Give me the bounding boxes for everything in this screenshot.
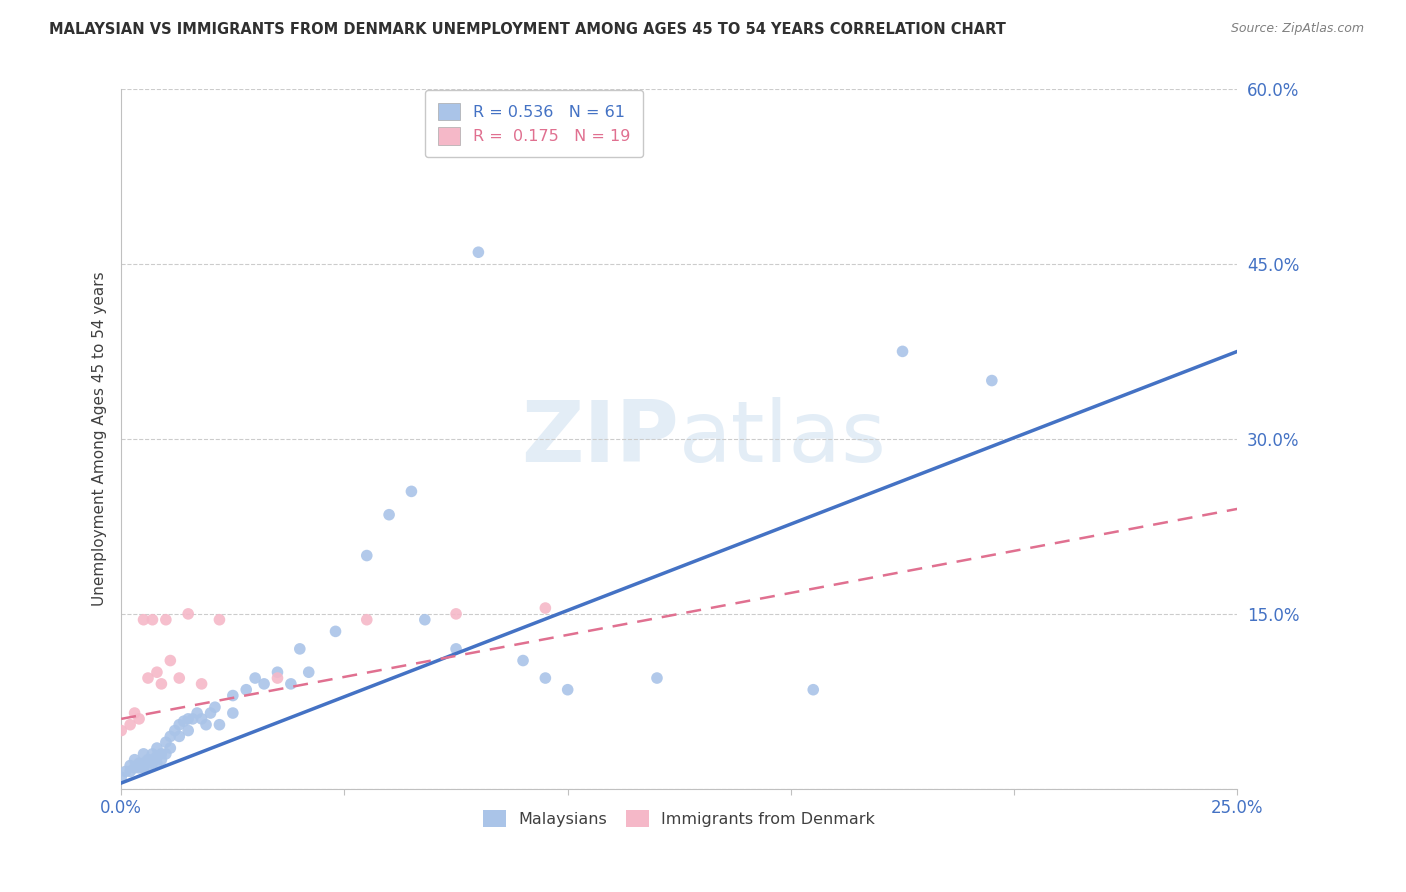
Point <box>325 624 347 639</box>
Point <box>167 671 190 685</box>
Point <box>124 761 146 775</box>
Point <box>110 723 132 738</box>
Point <box>114 764 136 779</box>
Point <box>128 712 150 726</box>
Point <box>266 671 288 685</box>
Point <box>173 714 195 729</box>
Point <box>177 712 200 726</box>
Point <box>120 764 142 779</box>
Point <box>980 374 1002 388</box>
Point <box>177 607 200 621</box>
Point <box>444 607 467 621</box>
Point <box>280 677 302 691</box>
Point <box>150 677 173 691</box>
Point <box>298 665 321 680</box>
Point <box>128 756 150 771</box>
Y-axis label: Unemployment Among Ages 45 to 54 years: Unemployment Among Ages 45 to 54 years <box>93 271 107 607</box>
Point <box>141 613 163 627</box>
Point <box>378 508 401 522</box>
Point <box>195 717 218 731</box>
Point <box>159 730 181 744</box>
Legend: Malaysians, Immigrants from Denmark: Malaysians, Immigrants from Denmark <box>477 803 882 833</box>
Point <box>128 761 150 775</box>
Point <box>146 741 169 756</box>
Point <box>146 665 169 680</box>
Point <box>557 682 579 697</box>
Point <box>146 749 169 764</box>
Point <box>163 723 186 738</box>
Point <box>356 613 378 627</box>
Point <box>159 741 181 756</box>
Point <box>132 761 155 775</box>
Point <box>136 761 159 775</box>
Point <box>155 613 177 627</box>
Point <box>356 549 378 563</box>
Point <box>167 730 190 744</box>
Point <box>120 717 142 731</box>
Point <box>190 712 212 726</box>
Point <box>141 753 163 767</box>
Point <box>243 671 266 685</box>
Point <box>645 671 668 685</box>
Point <box>891 344 914 359</box>
Point <box>167 717 190 731</box>
Point <box>222 706 245 720</box>
Point <box>235 682 257 697</box>
Point <box>288 641 311 656</box>
Point <box>132 756 155 771</box>
Point <box>208 613 231 627</box>
Point <box>124 753 146 767</box>
Point <box>146 756 169 771</box>
Point <box>186 706 208 720</box>
Point <box>204 700 226 714</box>
Point <box>155 735 177 749</box>
Point <box>132 613 155 627</box>
Point <box>141 747 163 761</box>
Point <box>534 671 557 685</box>
Point <box>190 677 212 691</box>
Point <box>208 717 231 731</box>
Point <box>222 689 245 703</box>
Point <box>253 677 276 691</box>
Point <box>177 723 200 738</box>
Text: atlas: atlas <box>679 398 887 481</box>
Point <box>401 484 423 499</box>
Point <box>467 245 489 260</box>
Point <box>413 613 436 627</box>
Point <box>150 753 173 767</box>
Point <box>200 706 222 720</box>
Point <box>141 756 163 771</box>
Point <box>444 641 467 656</box>
Point <box>155 747 177 761</box>
Point <box>534 601 557 615</box>
Point <box>132 747 155 761</box>
Point <box>150 747 173 761</box>
Text: ZIP: ZIP <box>522 398 679 481</box>
Point <box>801 682 824 697</box>
Point <box>136 671 159 685</box>
Point <box>512 654 534 668</box>
Point <box>120 758 142 772</box>
Point <box>124 706 146 720</box>
Point <box>181 712 204 726</box>
Point <box>110 770 132 784</box>
Text: Source: ZipAtlas.com: Source: ZipAtlas.com <box>1230 22 1364 36</box>
Text: MALAYSIAN VS IMMIGRANTS FROM DENMARK UNEMPLOYMENT AMONG AGES 45 TO 54 YEARS CORR: MALAYSIAN VS IMMIGRANTS FROM DENMARK UNE… <box>49 22 1007 37</box>
Point <box>136 753 159 767</box>
Point <box>266 665 288 680</box>
Point <box>159 654 181 668</box>
